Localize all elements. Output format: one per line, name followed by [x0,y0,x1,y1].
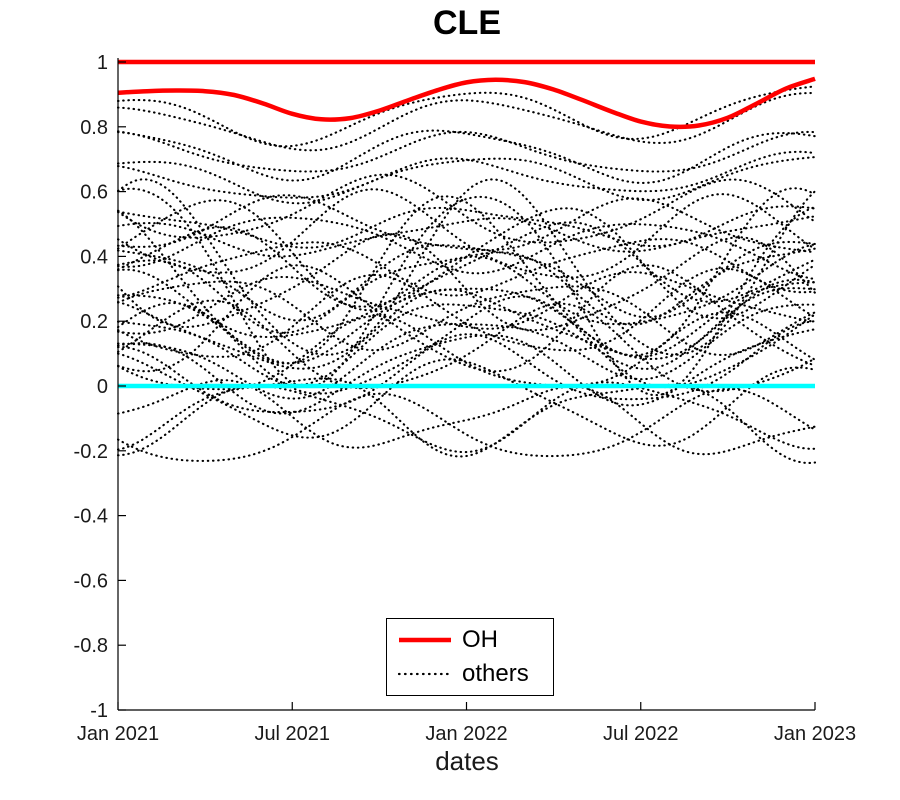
y-tick-label: 0 [97,376,108,398]
others-series-line [117,129,816,185]
legend: OH others [386,618,554,696]
y-tick-label: -0.4 [74,506,108,528]
others-series-line [117,215,816,258]
y-tick-label: -0.8 [74,635,108,657]
y-tick-label: -0.6 [74,570,108,592]
others-series-line [117,187,816,365]
y-tick-label: 0.2 [80,311,108,333]
others-series-line [117,91,816,152]
x-tick-label: Jul 2022 [603,723,679,745]
others-series-line [117,377,816,465]
others-series-line [117,221,816,308]
plot-area [117,59,816,465]
others-series-line [117,352,816,447]
others-series-line [117,278,816,370]
others-series-line [117,287,816,387]
others-series-line [117,280,816,357]
others-series-line [117,320,816,414]
chart-title: CLE [433,4,501,42]
others-series-line [117,243,816,339]
legend-item-others: others [397,662,553,686]
others-series-line [117,199,816,320]
others-series-line [117,187,816,397]
others-series-line [117,299,816,393]
others-series-line [117,240,816,322]
others-series-line [117,205,816,249]
others-series-line [117,328,816,415]
y-tick-label: -1 [90,700,108,722]
y-tick-label: -0.2 [74,441,108,463]
others-series-line [117,238,816,299]
y-tick-label: 0.8 [80,117,108,139]
others-line-sample-icon [397,672,453,676]
legend-label-oh: OH [462,626,498,653]
others-series-line [117,295,816,395]
others-series-line [117,387,816,462]
oh-line-sample-icon [399,637,451,643]
others-series-line [117,156,816,205]
others-series-line [117,281,816,365]
x-axis-label: dates [435,746,499,776]
legend-item-oh: OH [397,628,553,652]
others-series-line [117,264,816,373]
y-tick-label: 1 [97,52,108,74]
others-series-line [117,216,816,281]
others-series-line [117,194,816,254]
others-series-line [117,381,816,457]
x-tick-label: Jan 2023 [774,723,856,745]
x-tick-label: Jul 2021 [254,723,330,745]
others-series-line [117,303,816,400]
others-series-line [117,173,816,244]
others-series-line [117,178,816,356]
x-tick-label: Jan 2021 [77,723,159,745]
others-series-line [117,150,816,199]
others-series-line [117,130,816,173]
others-series-line [117,379,816,456]
others-series-line [117,85,816,148]
oh-series-line [117,76,816,130]
legend-label-others: others [462,660,529,687]
y-tick-label: 0.4 [80,246,108,268]
others-series-line [117,188,816,279]
x-tick-label: Jan 2022 [425,723,507,745]
y-tick-label: 0.6 [80,182,108,204]
